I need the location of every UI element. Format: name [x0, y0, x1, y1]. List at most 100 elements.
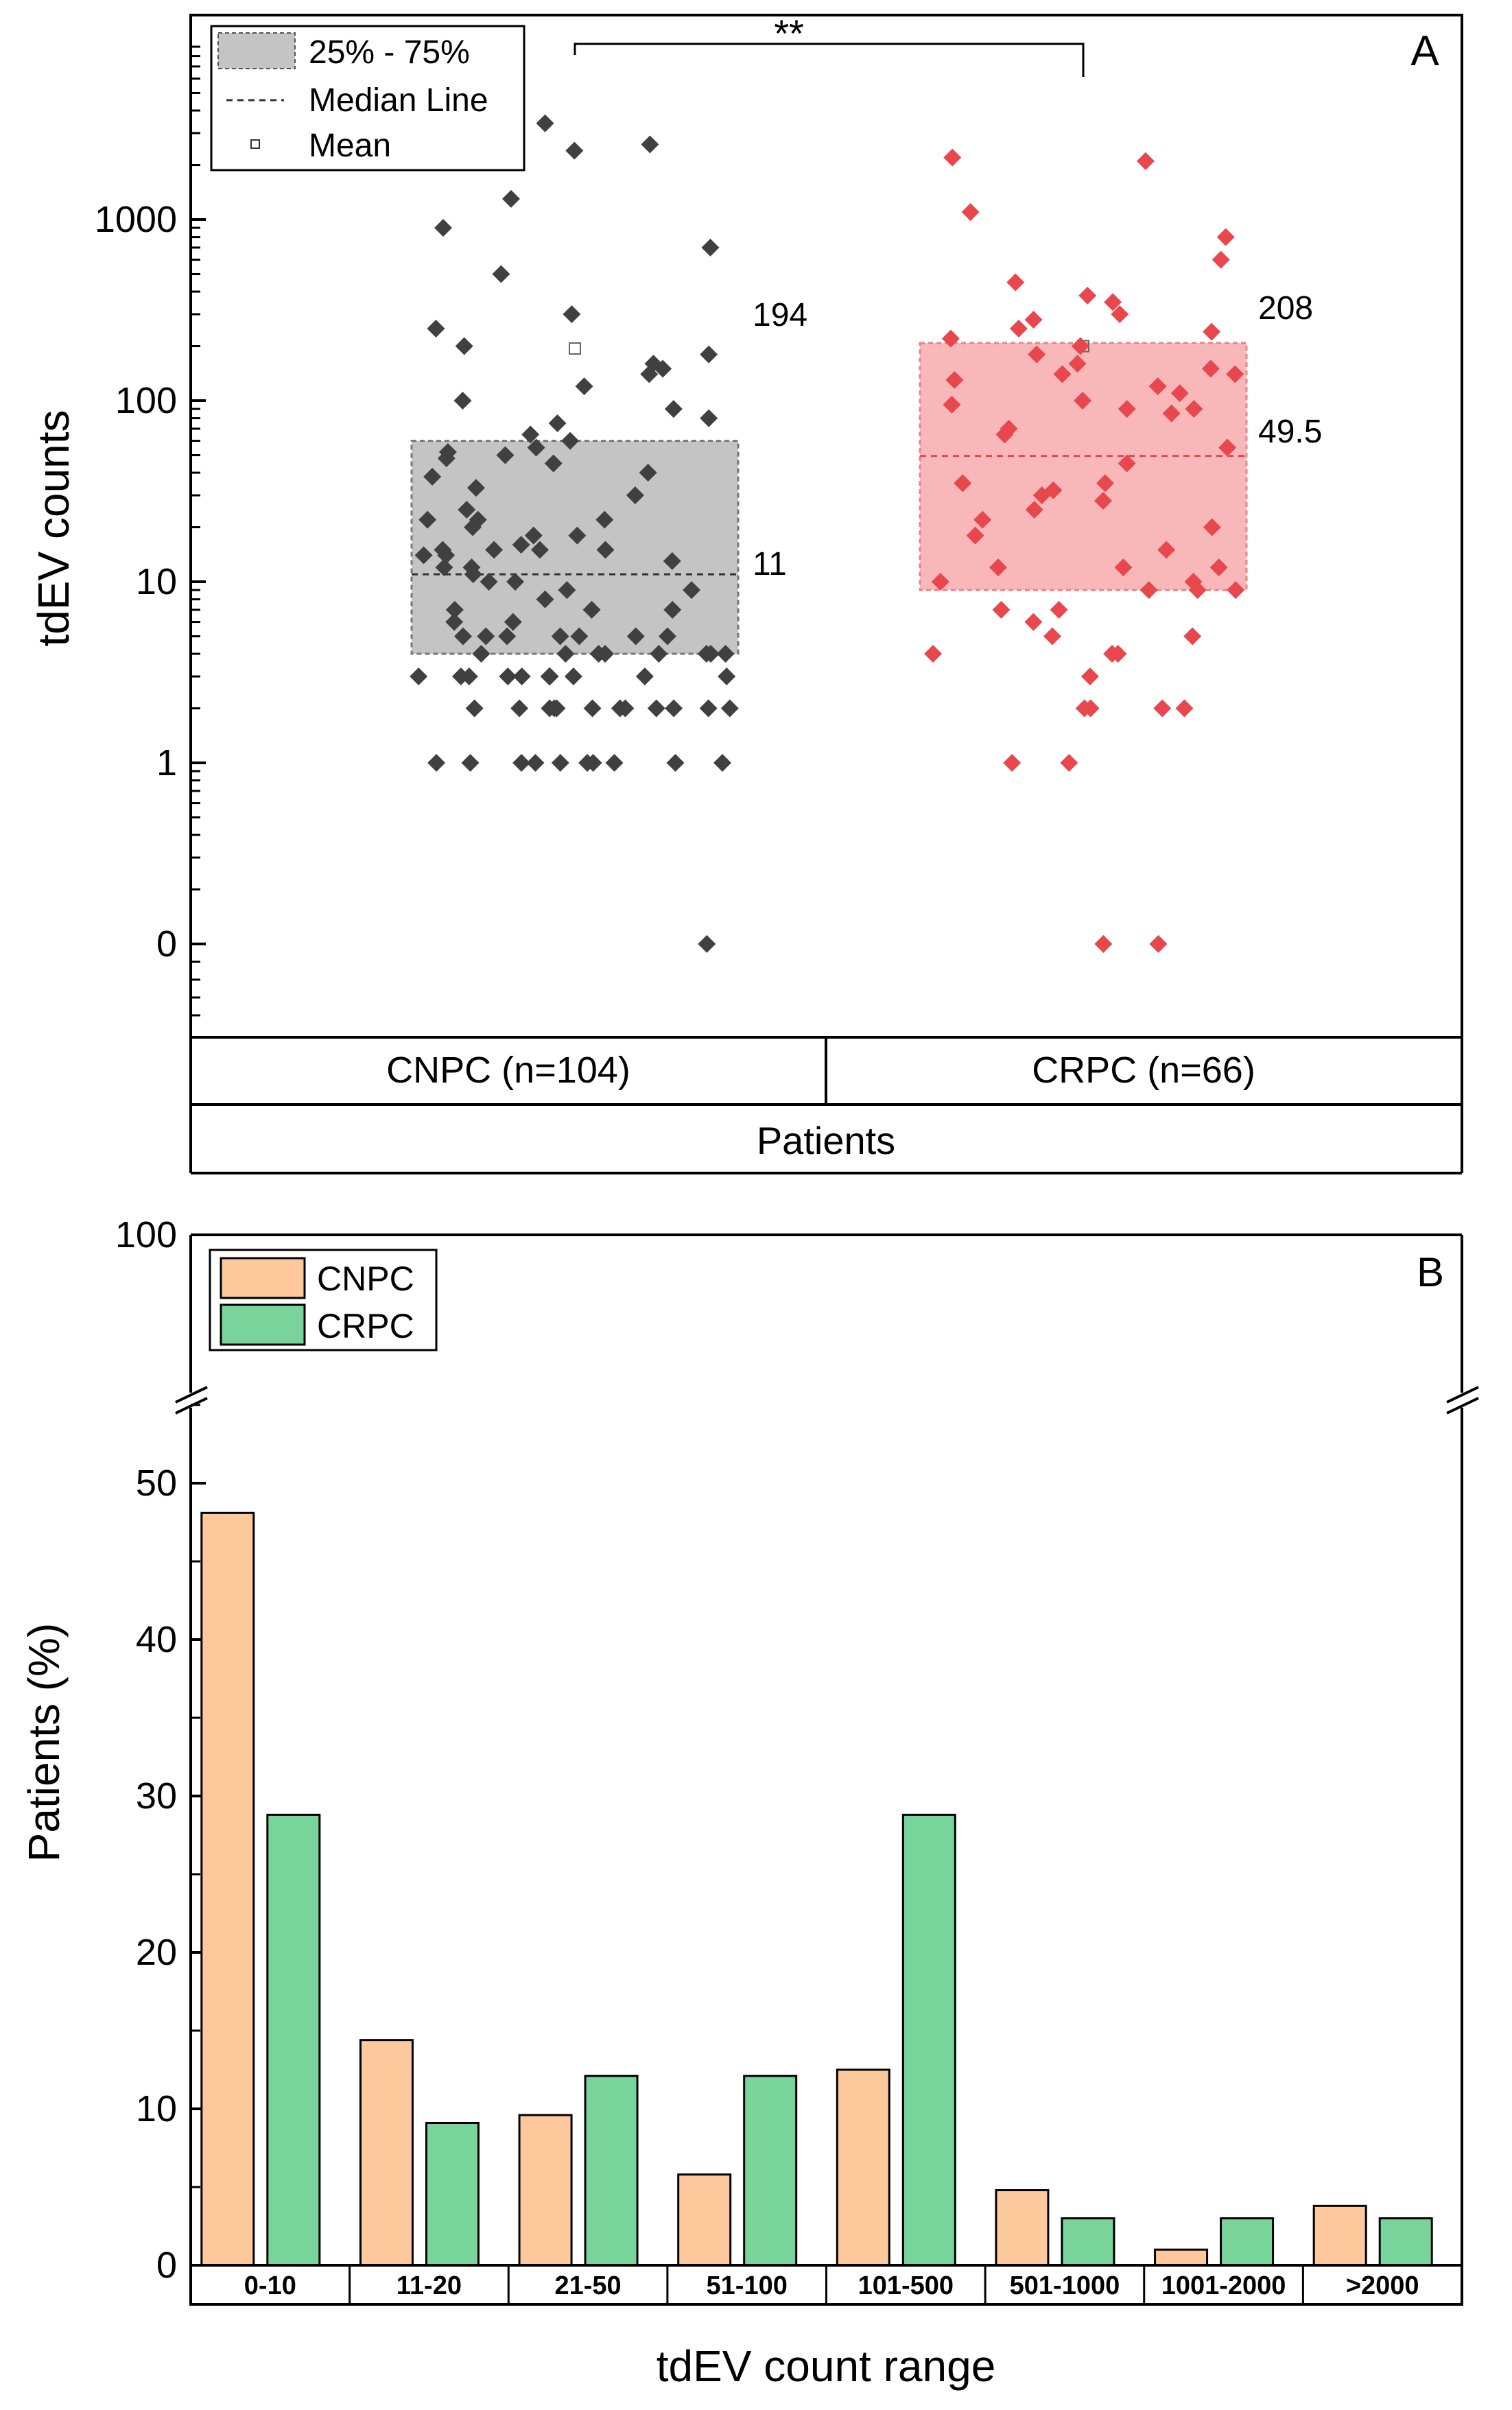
legend-crpc-label: CRPC	[317, 1307, 414, 1345]
cnpc-data-point	[698, 935, 716, 953]
crpc-data-point	[1162, 404, 1181, 423]
cnpc-data-point	[626, 486, 644, 505]
cnpc-data-point	[477, 627, 495, 646]
panel-a-x-axis-title: Patients	[757, 1119, 895, 1162]
cnpc-data-point	[575, 377, 593, 396]
crpc-bar	[1061, 2217, 1115, 2267]
cnpc-data-point	[578, 754, 597, 772]
crpc-data-point	[1050, 600, 1068, 619]
cnpc-data-point	[561, 432, 580, 450]
cnpc-data-point	[635, 668, 654, 686]
cnpc-data-point	[551, 754, 569, 772]
crpc-bar	[901, 1813, 956, 2267]
cnpc-data-point	[564, 668, 582, 686]
crpc-data-point	[1071, 337, 1089, 355]
crpc-data-point	[1203, 322, 1221, 341]
cnpc-data-point	[434, 541, 452, 559]
category-label: 21-50	[554, 2271, 621, 2300]
crpc-data-point	[1111, 305, 1129, 324]
cnpc-bar	[1312, 2204, 1367, 2267]
cnpc-data-point	[699, 699, 718, 718]
crpc-data-point	[961, 203, 980, 222]
crpc-bar	[1378, 2217, 1433, 2267]
cnpc-data-point	[716, 645, 735, 663]
cnpc-data-point	[536, 114, 554, 132]
crpc-data-point	[1118, 454, 1136, 473]
crpc-data-point	[943, 395, 961, 414]
category-label: 501-1000	[1010, 2271, 1120, 2300]
cnpc-data-point	[512, 754, 531, 772]
category-label: >2000	[1346, 2271, 1419, 2300]
crpc-bar	[1220, 2217, 1275, 2267]
legend-mean-label: Mean	[309, 128, 391, 164]
crpc-data-point	[1109, 645, 1127, 663]
cnpc-box	[410, 440, 740, 655]
cnpc-data-point	[626, 627, 645, 646]
cnpc-data-point	[499, 668, 517, 686]
cnpc-data-point	[720, 699, 739, 718]
cnpc-data-point	[465, 699, 484, 718]
crpc-data-point	[1149, 935, 1168, 953]
y-tick-label: 100	[115, 1214, 177, 1255]
cnpc-data-point	[666, 754, 685, 772]
crpc-data-point	[1094, 935, 1113, 953]
crpc-data-point	[1118, 400, 1136, 418]
cnpc-data-point	[438, 442, 457, 461]
cnpc-data-point	[536, 590, 554, 609]
crpc-data-point	[1114, 558, 1133, 577]
crpc-data-point	[989, 558, 1008, 577]
panel-b-bars	[200, 1511, 1433, 2267]
cnpc-data-point	[480, 573, 498, 591]
cnpc-data-point	[563, 305, 581, 324]
crpc-data-point	[1136, 152, 1155, 170]
crpc-data-point	[924, 645, 943, 663]
cnpc-data-point	[498, 627, 517, 646]
cnpc-bar	[836, 2068, 890, 2267]
y-tick-label: 0	[156, 923, 177, 965]
y-tick-label: 1000	[95, 199, 177, 240]
cnpc-data-point	[469, 510, 487, 529]
panel-b: B 0 10 20 30 40 50 100 Patients (%) 0-10 11-20 2…	[19, 1214, 1479, 2391]
cnpc-data-point	[644, 355, 663, 373]
cnpc-data-point	[427, 319, 445, 338]
crpc-bar	[425, 2122, 480, 2267]
y-tick-label: 20	[136, 1932, 177, 1973]
cnpc-data-point	[501, 189, 520, 208]
crpc-data-point	[1184, 573, 1203, 591]
cnpc-data-point	[596, 541, 615, 559]
y-tick-label: 40	[136, 1619, 177, 1660]
cnpc-data-point	[462, 558, 481, 577]
cnpc-data-point	[460, 668, 478, 686]
crpc-data-point	[1024, 310, 1043, 329]
y-tick-label: 100	[115, 380, 177, 421]
crpc-data-point	[1053, 365, 1072, 383]
cnpc-data-point	[472, 645, 491, 663]
cnpc-data-point	[530, 541, 549, 559]
crpc-data-point	[1028, 345, 1046, 364]
cnpc-data-point	[641, 135, 659, 154]
y-tick-label: 50	[136, 1463, 177, 1504]
y-tick-label: 1	[156, 742, 177, 783]
cnpc-mean-marker	[569, 342, 581, 355]
crpc-data-point	[1153, 699, 1172, 718]
crpc-bar	[266, 1813, 321, 2267]
crpc-data-point	[1227, 581, 1245, 600]
cnpc-data-point	[521, 425, 540, 444]
crpc-data-point	[1096, 474, 1114, 493]
panel-b-legend: CNPC CRPC	[209, 1249, 438, 1351]
cnpc-data-point	[512, 668, 531, 686]
crpc-data-point	[1094, 491, 1113, 510]
cnpc-data-point	[595, 510, 614, 529]
cnpc-data-point	[526, 754, 545, 772]
significance-bracket	[574, 43, 1085, 77]
cnpc-data-point	[568, 526, 587, 545]
cnpc-data-point	[435, 558, 453, 577]
crpc-data-point	[1157, 541, 1176, 559]
legend-cnpc-label: CNPC	[317, 1260, 414, 1298]
cnpc-data-point	[663, 600, 682, 619]
cnpc-data-point	[650, 645, 668, 663]
cnpc-data-point	[700, 345, 718, 364]
crpc-data-point	[992, 600, 1011, 619]
